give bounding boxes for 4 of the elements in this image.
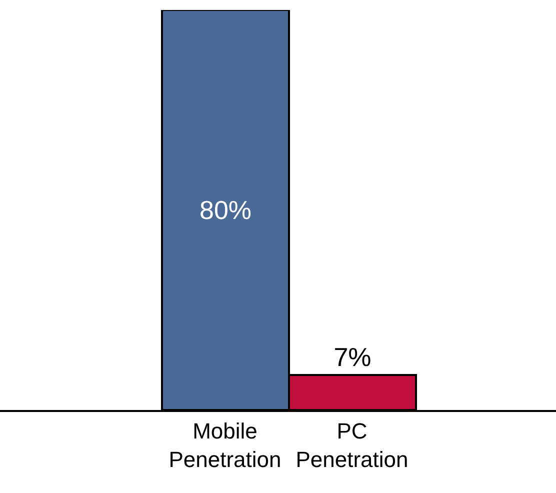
- data-label: 7%: [334, 342, 372, 372]
- data-label: 80%: [199, 195, 252, 225]
- x-tick-label: Mobile Penetration: [168, 418, 282, 472]
- x-tick-label: PC Penetration: [296, 418, 408, 472]
